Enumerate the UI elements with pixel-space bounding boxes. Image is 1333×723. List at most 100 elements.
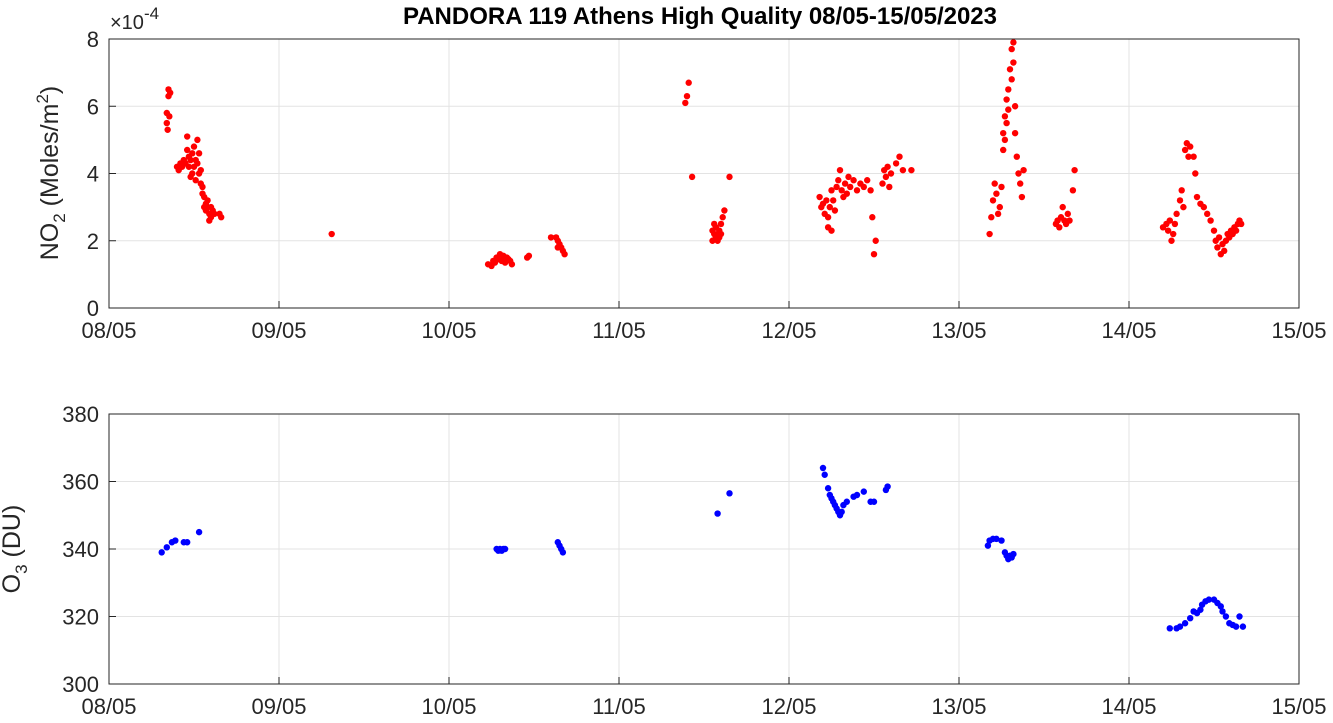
no2-data-point (189, 150, 196, 157)
no2-points (163, 39, 1245, 270)
o3-data-point (993, 535, 1000, 543)
no2-data-point (204, 197, 211, 204)
o3-y-axis-label: O3 (DU) (0, 505, 31, 594)
no2-x-tick-label: 11/05 (592, 318, 645, 343)
o3-x-tick-label: 15/05 (1271, 694, 1326, 719)
no2-y-tick-label: 0 (87, 296, 99, 321)
no2-data-point (853, 187, 861, 194)
o3-data-point (158, 549, 165, 556)
no2-multiplier: ×10-4 (110, 4, 159, 34)
no2-data-point (993, 190, 1000, 197)
chart-title: PANDORA 119 Athens High Quality 08/05-15… (403, 3, 997, 30)
o3-data-point (998, 537, 1005, 544)
no2-data-point (1001, 113, 1009, 120)
no2-data-point (1215, 234, 1223, 241)
no2-data-point (211, 210, 218, 218)
no2-data-point (1221, 247, 1228, 255)
no2-data-point (850, 177, 857, 184)
no2-x-tick-label: 14/05 (1101, 318, 1156, 343)
no2-data-point (1010, 59, 1017, 66)
o3-y-tick-label: 300 (62, 672, 99, 697)
no2-data-point (1069, 187, 1077, 194)
no2-data-point (1210, 227, 1218, 234)
o3-x-tick-label: 09/05 (251, 694, 306, 719)
o3-data-point (1222, 613, 1230, 620)
no2-data-point (1232, 227, 1240, 234)
no2-data-point (816, 193, 823, 201)
no2-data-point (843, 190, 850, 197)
no2-data-point (1164, 227, 1172, 234)
no2-data-point (547, 234, 555, 241)
no2-data-point (1008, 45, 1015, 53)
no2-data-point (554, 244, 561, 251)
no2-data-point (1166, 217, 1174, 224)
no2-grid (108, 38, 1300, 309)
o3-y-tick-label: 380 (62, 402, 99, 427)
no2-data-point (1017, 180, 1024, 187)
no2-x-tick-label: 09/05 (251, 318, 306, 343)
o3-x-tick-label: 10/05 (421, 694, 476, 719)
no2-data-point (1066, 217, 1073, 224)
no2-data-point (1180, 203, 1187, 211)
no2-data-point (685, 79, 692, 86)
no2-data-point (864, 177, 871, 184)
no2-data-point (1176, 197, 1184, 204)
no2-data-point (1010, 39, 1017, 46)
o3-data-point (1205, 596, 1213, 603)
no2-data-point (1173, 210, 1180, 218)
no2-data-point (1015, 170, 1022, 177)
o3-y-tick-label: 340 (62, 537, 99, 562)
no2-y-axis-label: NO2 (Moles/m2) (33, 86, 69, 261)
no2-data-point (185, 163, 193, 170)
no2-data-point (688, 173, 696, 181)
o3-x-tick-label: 11/05 (592, 694, 645, 719)
no2-data-point (1005, 86, 1012, 93)
o3-points (158, 464, 1247, 632)
no2-data-point (1071, 166, 1078, 174)
o3-data-point (1181, 620, 1189, 627)
no2-data-point (830, 197, 837, 204)
no2-data-point (884, 163, 891, 170)
no2-data-point (1018, 193, 1026, 201)
no2-x-tick-label: 08/05 (81, 318, 136, 343)
o3-data-point (184, 539, 191, 546)
no2-data-point (717, 230, 725, 238)
no2-data-point (167, 89, 174, 97)
no2-data-point (719, 214, 726, 221)
no2-data-point (164, 126, 171, 133)
no2-data-point (1011, 103, 1019, 110)
no2-data-point (721, 207, 728, 214)
no2-data-point (190, 143, 198, 150)
o3-grid (108, 413, 1300, 685)
o3-data-point (860, 488, 867, 495)
no2-data-point (882, 173, 890, 181)
o3-data-point (821, 471, 828, 478)
no2-data-point (166, 113, 173, 120)
no2-data-point (1011, 129, 1019, 137)
no2-data-point (1185, 153, 1192, 160)
no2-data-point (1170, 230, 1177, 238)
no2-data-point (823, 197, 830, 204)
no2-x-tick-label: 10/05 (421, 318, 476, 343)
no2-data-point (184, 146, 191, 154)
o3-data-point (1236, 613, 1243, 620)
no2-data-point (826, 203, 833, 211)
no2-data-point (1168, 237, 1175, 244)
no2-data-point (194, 160, 201, 167)
no2-data-point (561, 251, 568, 258)
o3-x-tick-label: 12/05 (761, 694, 816, 719)
o3-data-point (819, 464, 827, 472)
no2-x-tick-label: 15/05 (1271, 318, 1326, 343)
no2-data-point (683, 92, 691, 100)
no2-data-point (163, 119, 170, 127)
no2-y-tick-label: 2 (87, 229, 99, 254)
no2-data-point (824, 214, 832, 221)
no2-data-point (218, 214, 225, 221)
o3-data-point (884, 483, 891, 490)
no2-data-point (1003, 119, 1010, 127)
no2-data-point (828, 187, 835, 194)
no2-data-point (1020, 166, 1027, 174)
no2-data-point (887, 170, 895, 177)
no2-data-point (1238, 220, 1245, 228)
